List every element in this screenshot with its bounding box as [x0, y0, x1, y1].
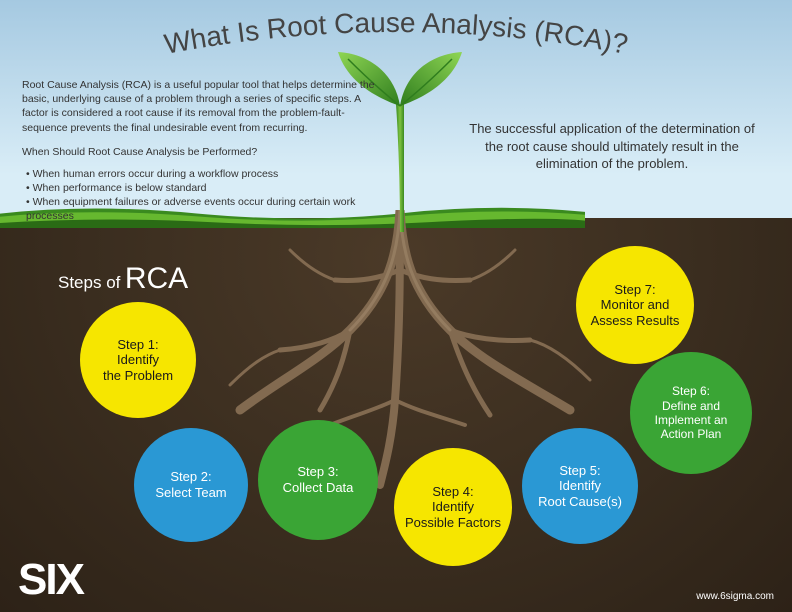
step-circle-5: Step 5:IdentifyRoot Cause(s): [522, 428, 638, 544]
six-sigma-logo: SIGMA SIX: [18, 560, 83, 600]
step-circle-6: Step 6:Define andImplement anAction Plan: [630, 352, 752, 474]
logo-six: SIX: [18, 560, 83, 600]
right-note: The successful application of the determ…: [462, 120, 762, 173]
svg-text:What Is Root Cause Analysis (R: What Is Root Cause Analysis (RCA)?: [162, 8, 631, 60]
step-circle-7: Step 7:Monitor andAssess Results: [576, 246, 694, 364]
step-desc: IdentifyRoot Cause(s): [538, 478, 622, 509]
step-circle-1: Step 1:Identifythe Problem: [80, 302, 196, 418]
steps-title-big: RCA: [125, 262, 188, 295]
step-circle-2: Step 2:Select Team: [134, 428, 248, 542]
intro-bullet: When performance is below standard: [26, 181, 382, 195]
step-label: Step 2:: [170, 469, 211, 485]
steps-title: Steps of RCA: [58, 262, 188, 296]
step-label: Step 3:: [297, 464, 338, 480]
source-url: www.6sigma.com: [696, 591, 774, 602]
intro-bullet: When human errors occur during a workflo…: [26, 167, 382, 181]
step-desc: Collect Data: [283, 480, 354, 496]
step-label: Step 1:: [117, 337, 158, 353]
step-circle-3: Step 3:Collect Data: [258, 420, 378, 540]
step-desc: IdentifyPossible Factors: [405, 499, 501, 530]
infographic-canvas: What Is Root Cause Analysis (RCA)? Root …: [0, 0, 792, 612]
step-label: Step 7:: [614, 282, 655, 298]
step-desc: Identifythe Problem: [103, 352, 173, 383]
intro-bullet: When equipment failures or adverse event…: [26, 195, 382, 223]
steps-title-small: Steps of: [58, 273, 120, 292]
step-label: Step 5:: [559, 463, 600, 479]
page-title: What Is Root Cause Analysis (RCA)?: [0, 8, 792, 78]
intro-block: Root Cause Analysis (RCA) is a useful po…: [22, 78, 382, 224]
step-circle-4: Step 4:IdentifyPossible Factors: [394, 448, 512, 566]
step-desc: Monitor andAssess Results: [591, 297, 680, 328]
step-desc: Define andImplement anAction Plan: [655, 399, 728, 442]
intro-bullets: When human errors occur during a workflo…: [22, 167, 382, 224]
intro-subhead: When Should Root Cause Analysis be Perfo…: [22, 145, 382, 159]
step-label: Step 4:: [432, 484, 473, 500]
step-desc: Select Team: [155, 485, 226, 501]
intro-paragraph: Root Cause Analysis (RCA) is a useful po…: [22, 78, 382, 135]
step-label: Step 6:: [672, 384, 710, 398]
